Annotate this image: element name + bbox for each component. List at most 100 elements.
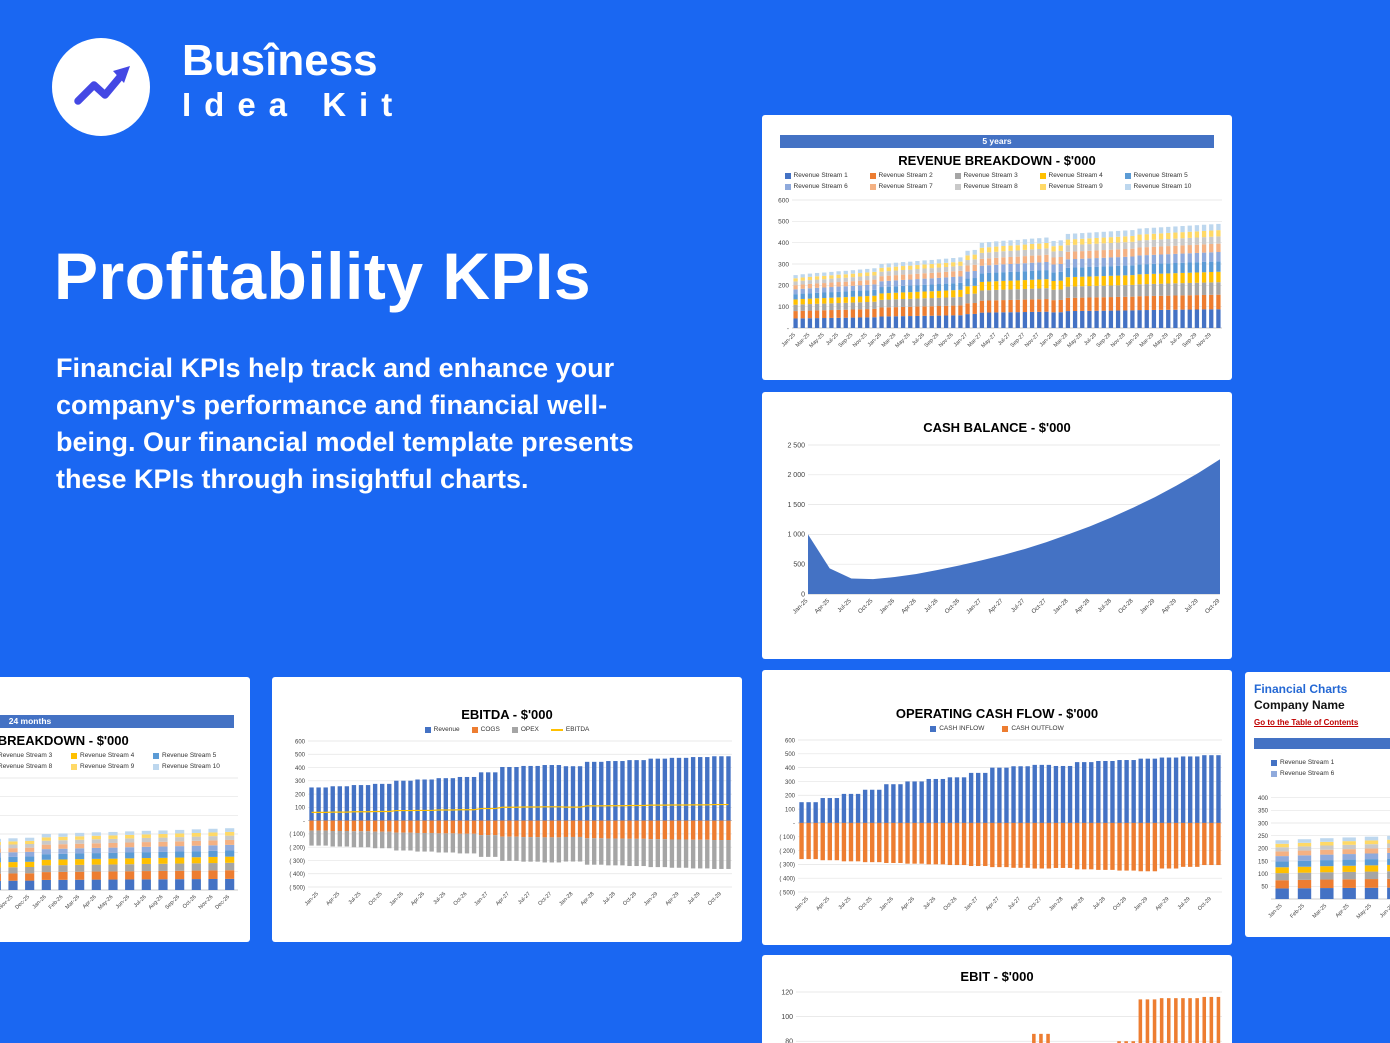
legend-label: Revenue Stream 3	[963, 172, 1018, 179]
legend-item: Revenue Stream 3	[0, 750, 71, 761]
svg-text:Sep-29: Sep-29	[1182, 332, 1199, 349]
svg-text:Jan-26: Jan-26	[879, 598, 897, 616]
svg-text:Apr-25: Apr-25	[1335, 903, 1351, 919]
svg-text:Nov-26: Nov-26	[938, 332, 955, 349]
svg-text:Jul-25: Jul-25	[348, 891, 363, 906]
svg-text:Jul-29: Jul-29	[1184, 598, 1200, 614]
legend-swatch	[954, 183, 961, 190]
brand: Busîness Idea Kit	[52, 37, 405, 136]
svg-text:Jan-27: Jan-27	[966, 598, 984, 616]
legend-swatch	[1124, 183, 1131, 190]
legend-label: CASH OUTFLOW	[1011, 725, 1064, 732]
chart-title-revenue-breakdown-24m: REVENUE BREAKDOWN - $'000	[0, 733, 129, 748]
svg-text:Jul-29: Jul-29	[1177, 896, 1192, 911]
svg-text:50: 50	[1261, 885, 1268, 891]
svg-text:Jan-29: Jan-29	[1139, 598, 1157, 616]
svg-text:( 300): ( 300)	[289, 859, 305, 865]
svg-text:500: 500	[295, 753, 306, 759]
panel-revenue-breakdown-5y: 5 years REVENUE BREAKDOWN - $'000 Revenu…	[762, 115, 1232, 380]
chart-title-ebitda: EBITDA - $'000	[461, 707, 553, 722]
svg-text:Sep-26: Sep-26	[924, 332, 941, 349]
panel-ebit: EBIT - $'000 120 100 80	[762, 955, 1232, 1043]
svg-text:Nov-27: Nov-27	[1024, 332, 1041, 349]
svg-text:Sep-28: Sep-28	[1096, 332, 1113, 349]
svg-text:Jan-29: Jan-29	[1125, 332, 1141, 348]
legend-swatch	[784, 183, 791, 190]
svg-text:Dec-26: Dec-26	[214, 894, 231, 911]
svg-text:Oct-27: Oct-27	[1031, 598, 1048, 615]
svg-text:Oct-27: Oct-27	[537, 891, 553, 907]
trend-arrow-icon	[74, 66, 130, 105]
svg-text:300: 300	[295, 779, 306, 785]
legend-swatch	[511, 726, 518, 733]
svg-text:100: 100	[785, 807, 796, 813]
svg-text:Jan-25: Jan-25	[1267, 903, 1283, 919]
svg-text:Jun-26: Jun-26	[115, 894, 131, 910]
svg-text:100: 100	[781, 1014, 793, 1021]
period-header-24-months: 24 months	[0, 715, 234, 728]
legend-label: Revenue Stream 3	[0, 752, 53, 759]
legend-item: Revenue Stream 8	[954, 181, 1040, 192]
legend-item: Revenue Stream 8	[0, 761, 71, 772]
panel-cash-balance: CASH BALANCE - $'000 2 500 2 000 1 500 1 00…	[762, 392, 1232, 659]
svg-text:200: 200	[295, 792, 306, 798]
legend-label: CASH INFLOW	[939, 725, 985, 732]
svg-text:600: 600	[785, 738, 796, 744]
svg-text:400: 400	[1258, 796, 1269, 802]
legend-item: Revenue Stream 9	[71, 761, 153, 772]
svg-text:Nov-29: Nov-29	[1196, 332, 1213, 349]
legend-ebitda: Revenue COGS OPEX EBITDA	[272, 724, 742, 735]
svg-text:May-26: May-26	[97, 894, 114, 911]
legend-label: Revenue Stream 9	[80, 763, 135, 770]
legend-swatch	[930, 725, 937, 732]
svg-text:Jul-28: Jul-28	[1097, 598, 1113, 614]
page-title: Profitability KPIs	[54, 239, 592, 313]
ebit-chart: 120 100 80	[781, 989, 1222, 1043]
financial-charts-header: Financial Charts Company Name Go to the …	[1245, 672, 1390, 730]
legend-swatch	[153, 763, 159, 770]
svg-text:80: 80	[785, 1039, 793, 1043]
legend-label: Revenue Stream 10	[1133, 183, 1192, 190]
svg-text:Jun-25: Jun-25	[1379, 903, 1390, 919]
legend-swatch	[954, 172, 961, 179]
svg-text:-: -	[793, 821, 795, 827]
financial-charts-heading: Financial Charts	[1254, 682, 1348, 696]
legend-item: Revenue Stream 1	[784, 170, 870, 181]
svg-text:( 400): ( 400)	[289, 872, 305, 878]
svg-text:Jan-25: Jan-25	[794, 896, 810, 912]
svg-text:Oct-29: Oct-29	[1197, 896, 1213, 912]
legend-item: Revenue Stream 5	[1124, 170, 1210, 181]
svg-text:Oct-25: Oct-25	[368, 891, 384, 907]
svg-text:600: 600	[295, 739, 306, 745]
svg-text:Apr-26: Apr-26	[410, 891, 426, 907]
legend-label: Revenue Stream 8	[0, 763, 53, 770]
svg-text:Oct-26: Oct-26	[182, 894, 198, 910]
svg-text:2 500: 2 500	[787, 442, 805, 449]
svg-text:Jan-26: Jan-26	[389, 891, 405, 907]
svg-text:Oct-26: Oct-26	[452, 891, 468, 907]
svg-text:Jul-26: Jul-26	[924, 598, 940, 614]
legend-swatch	[1039, 172, 1046, 179]
svg-text:100: 100	[1258, 872, 1269, 878]
legend-swatch	[784, 172, 791, 179]
legend-mini-chart: Revenue Stream 1 Revenue Stream 6	[1245, 757, 1390, 779]
svg-text:( 300): ( 300)	[779, 863, 795, 869]
svg-text:500: 500	[793, 562, 805, 569]
operating-cash-flow-chart: 600 500 400 300 200 100 - ( 100) ( 200) ( 300) ( 4…	[779, 738, 1222, 912]
chart-title-operating-cash-flow: OPERATING CASH FLOW - $'000	[895, 706, 1099, 721]
legend-label: EBITDA	[565, 726, 590, 733]
legend-label: Revenue Stream 7	[878, 183, 933, 190]
svg-text:Oct-25: Oct-25	[858, 896, 874, 912]
svg-text:Apr-27: Apr-27	[988, 598, 1005, 615]
legend-swatch	[869, 183, 876, 190]
legend-label: Revenue Stream 6	[1280, 770, 1335, 777]
legend-label: Revenue Stream 6	[793, 183, 848, 190]
svg-text:Nov-25: Nov-25	[0, 894, 14, 911]
legend-label: Revenue Stream 5	[1133, 172, 1188, 179]
svg-text:May-26: May-26	[894, 332, 911, 349]
legend-swatch	[1271, 770, 1277, 777]
table-of-contents-link[interactable]: Go to the Table of Contents	[1254, 718, 1359, 727]
legend-swatch	[1271, 759, 1277, 766]
legend-swatch	[1002, 725, 1009, 732]
